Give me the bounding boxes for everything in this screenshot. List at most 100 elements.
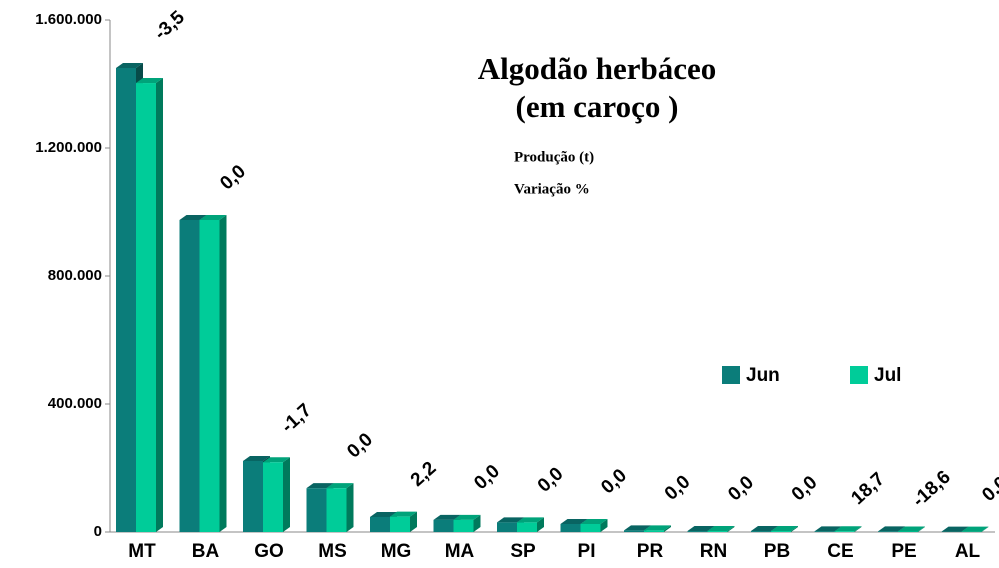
bar: [771, 531, 791, 532]
bar: [834, 531, 855, 532]
bar: [497, 522, 517, 532]
x-tick-label: MT: [128, 541, 156, 562]
bar: [517, 522, 537, 532]
bar: [878, 531, 898, 532]
bar-side: [791, 526, 798, 532]
bar-side: [410, 511, 417, 532]
bar-side: [918, 526, 925, 532]
x-tick-label: MS: [318, 541, 347, 562]
bar-top: [199, 215, 227, 220]
bar: [560, 524, 581, 532]
variation-label: 18,7: [847, 469, 889, 509]
bar: [751, 531, 771, 532]
bar-top: [771, 526, 798, 532]
legend-label: Jun: [746, 365, 780, 386]
bar: [306, 488, 327, 532]
bar-side: [219, 215, 227, 532]
bar-side: [854, 526, 862, 532]
variation-label: 0,0: [788, 472, 822, 505]
bar-top: [814, 526, 842, 532]
x-tick-label: RN: [700, 541, 727, 562]
bar-top: [306, 483, 334, 489]
y-tick-label: 1.600.000: [35, 11, 102, 28]
y-tick-label: 800.000: [48, 267, 102, 284]
variation-label: 0,0: [661, 471, 695, 504]
bar-top: [326, 483, 354, 489]
y-tick-label: 0: [94, 523, 102, 540]
bar-top: [941, 526, 969, 532]
bar-top: [136, 78, 163, 84]
bar-side: [473, 514, 481, 532]
variation-label: 0,0: [343, 429, 377, 462]
bar-top: [497, 517, 524, 523]
bar-top: [751, 526, 778, 532]
bar-top: [433, 514, 461, 520]
variation-label: 0,0: [534, 463, 568, 496]
bar: [243, 460, 263, 532]
legend-swatch: [722, 366, 740, 384]
legend-label: Jul: [874, 365, 901, 386]
variation-label: -3,5: [150, 7, 189, 45]
bar: [707, 531, 728, 532]
x-tick-label: PB: [764, 541, 790, 562]
variation-label: 0,0: [978, 473, 999, 506]
bar: [326, 488, 347, 532]
legend-swatch: [850, 366, 868, 384]
bar: [644, 530, 664, 532]
bar-top: [644, 525, 671, 531]
variation-label: 0,0: [597, 465, 631, 498]
chart-subtitle: (em caroço ): [516, 89, 679, 124]
bar-top: [707, 526, 735, 532]
bar-top: [116, 63, 143, 68]
bar-side: [600, 519, 608, 532]
bar: [370, 516, 390, 532]
bar-top: [453, 514, 481, 520]
bar-top: [687, 526, 715, 532]
x-tick-label: MA: [445, 541, 475, 562]
variation-label: 0,0: [724, 472, 758, 505]
bar-top: [517, 517, 544, 523]
bar-top: [580, 519, 608, 524]
bar: [580, 524, 601, 532]
bar: [898, 531, 918, 532]
x-tick-label: MG: [381, 541, 412, 562]
bar: [687, 531, 708, 532]
bar: [624, 530, 644, 532]
bar-top: [898, 526, 925, 532]
variation-label: 0,0: [470, 461, 504, 494]
bar-top: [961, 526, 989, 532]
bar-side: [346, 483, 354, 532]
bar-top: [390, 511, 417, 517]
variation-label: 0,0: [216, 161, 250, 194]
x-tick-label: SP: [510, 541, 536, 562]
bar-side: [664, 525, 671, 532]
bar: [453, 519, 474, 532]
bar-top: [560, 519, 588, 524]
bar-top: [243, 455, 270, 461]
bar: [179, 220, 200, 532]
x-tick-label: PI: [578, 541, 596, 562]
bar-side: [283, 457, 290, 532]
bar-side: [727, 526, 735, 532]
y-tick-label: 1.200.000: [35, 139, 102, 156]
bar: [116, 68, 136, 532]
bar-top: [263, 457, 290, 463]
bar: [136, 83, 156, 532]
x-tick-label: AL: [955, 541, 981, 562]
variation-label: -18,6: [909, 467, 955, 512]
variation-label: 2,2: [407, 458, 441, 491]
annotation: Variação %: [514, 181, 590, 197]
bar-side: [981, 526, 989, 532]
x-tick-label: PR: [637, 541, 664, 562]
x-tick-label: PE: [891, 541, 916, 562]
bar-top: [624, 525, 651, 531]
bar: [390, 516, 410, 532]
chart-title: Algodão herbáceo: [478, 51, 717, 86]
x-tick-label: GO: [254, 541, 284, 562]
variation-label: -1,7: [277, 400, 315, 438]
bar: [263, 462, 283, 532]
bar-side: [156, 78, 163, 532]
bar: [433, 519, 454, 532]
bar-top: [179, 215, 207, 220]
bar-side: [537, 517, 544, 532]
